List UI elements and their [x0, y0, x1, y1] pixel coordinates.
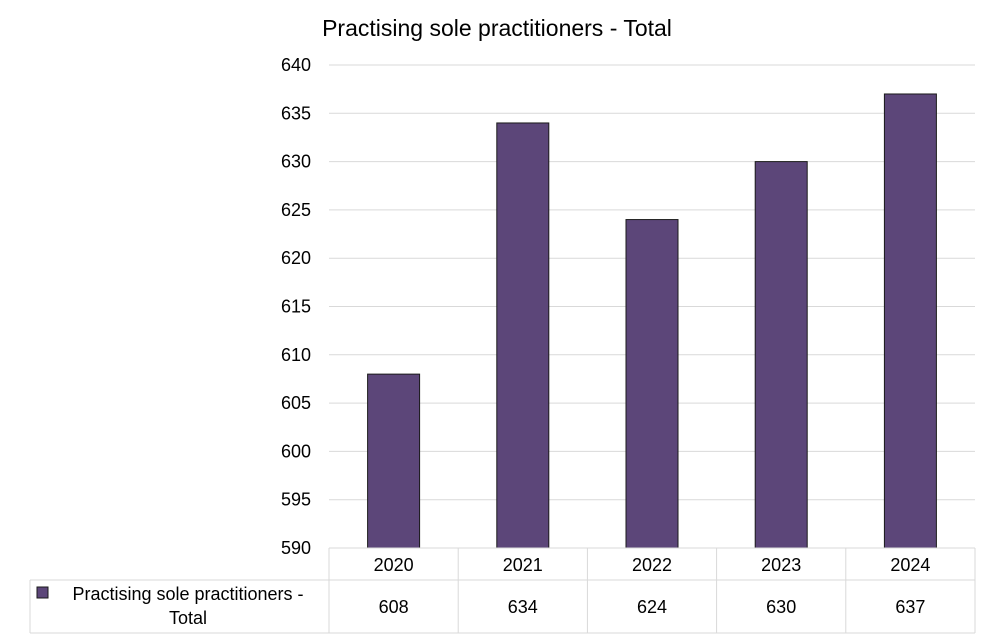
- bar: [883, 93, 937, 549]
- bar: [496, 122, 550, 549]
- chart-title: Practising sole practitioners - Total: [322, 15, 672, 41]
- y-tick-label: 625: [281, 200, 311, 220]
- legend-swatch: [36, 586, 49, 599]
- category-label: 2022: [632, 555, 672, 575]
- data-value: 630: [766, 597, 796, 617]
- y-tick-label: 615: [281, 297, 311, 317]
- bar: [754, 161, 808, 549]
- y-tick-label: 635: [281, 103, 311, 123]
- legend-label: Practising sole practitioners -: [72, 584, 303, 604]
- category-label: 2023: [761, 555, 801, 575]
- y-tick-label: 600: [281, 441, 311, 461]
- y-tick-label: 605: [281, 393, 311, 413]
- y-tick-label: 590: [281, 538, 311, 558]
- data-table: 2020 608 2021 634 2022 624 2023 630 2024 637 Pract…: [29, 547, 976, 634]
- data-value: 608: [379, 597, 409, 617]
- legend-label: Total: [169, 608, 207, 628]
- data-value: 624: [637, 597, 667, 617]
- bar: [367, 373, 421, 549]
- y-tick-label: 595: [281, 490, 311, 510]
- data-value: 637: [895, 597, 925, 617]
- data-value: 634: [508, 597, 538, 617]
- y-tick-label: 640: [281, 55, 311, 75]
- y-axis: 590 595 600 605 610 615 620 625 630 635 640: [281, 55, 311, 558]
- category-label: 2021: [503, 555, 543, 575]
- bar: [625, 219, 679, 549]
- y-tick-label: 620: [281, 248, 311, 268]
- y-tick-label: 610: [281, 345, 311, 365]
- category-label: 2024: [890, 555, 930, 575]
- category-label: 2020: [374, 555, 414, 575]
- y-tick-label: 630: [281, 152, 311, 172]
